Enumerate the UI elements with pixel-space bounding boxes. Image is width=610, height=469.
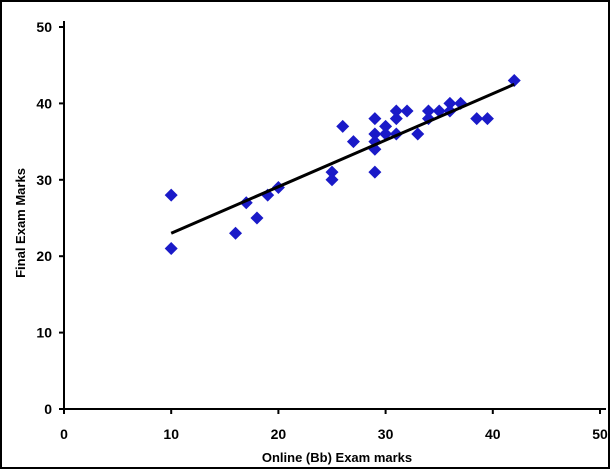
data-point [229, 226, 243, 240]
x-tick-label: 20 [271, 426, 287, 442]
data-point [443, 96, 457, 110]
data-point [346, 135, 360, 149]
x-tick-label: 40 [485, 426, 501, 442]
y-axis-title: Final Exam Marks [13, 168, 28, 278]
data-point [480, 112, 494, 126]
y-tick-label: 10 [36, 325, 52, 341]
x-tick-label: 50 [592, 426, 608, 442]
trendline-layer [170, 82, 515, 235]
y-tick-label: 50 [36, 19, 52, 35]
data-point [325, 165, 339, 179]
data-point [368, 127, 382, 141]
data-point [389, 104, 403, 118]
data-point [336, 119, 350, 133]
tick-labels: 0 10 20 30 40 50 0 10 20 30 40 50 [36, 19, 608, 442]
x-axis-title: Online (Bb) Exam marks [262, 450, 412, 465]
data-point [164, 242, 178, 256]
x-tick-label: 30 [378, 426, 394, 442]
y-tick-label: 0 [44, 401, 52, 417]
y-tick-label: 40 [36, 95, 52, 111]
axes [63, 21, 606, 410]
data-point [164, 188, 178, 202]
y-tick-label: 30 [36, 172, 52, 188]
data-point [411, 127, 425, 141]
trendline [170, 82, 515, 235]
y-tick-label: 20 [36, 248, 52, 264]
data-point [250, 211, 264, 225]
data-point [368, 165, 382, 179]
data-points [164, 73, 521, 256]
data-point [400, 104, 414, 118]
data-point [368, 112, 382, 126]
x-tick-label: 0 [60, 426, 68, 442]
x-tick-label: 10 [163, 426, 179, 442]
data-point [389, 112, 403, 126]
data-point [379, 119, 393, 133]
data-point [421, 104, 435, 118]
data-point [325, 173, 339, 187]
data-point [507, 73, 521, 87]
data-point [470, 112, 484, 126]
